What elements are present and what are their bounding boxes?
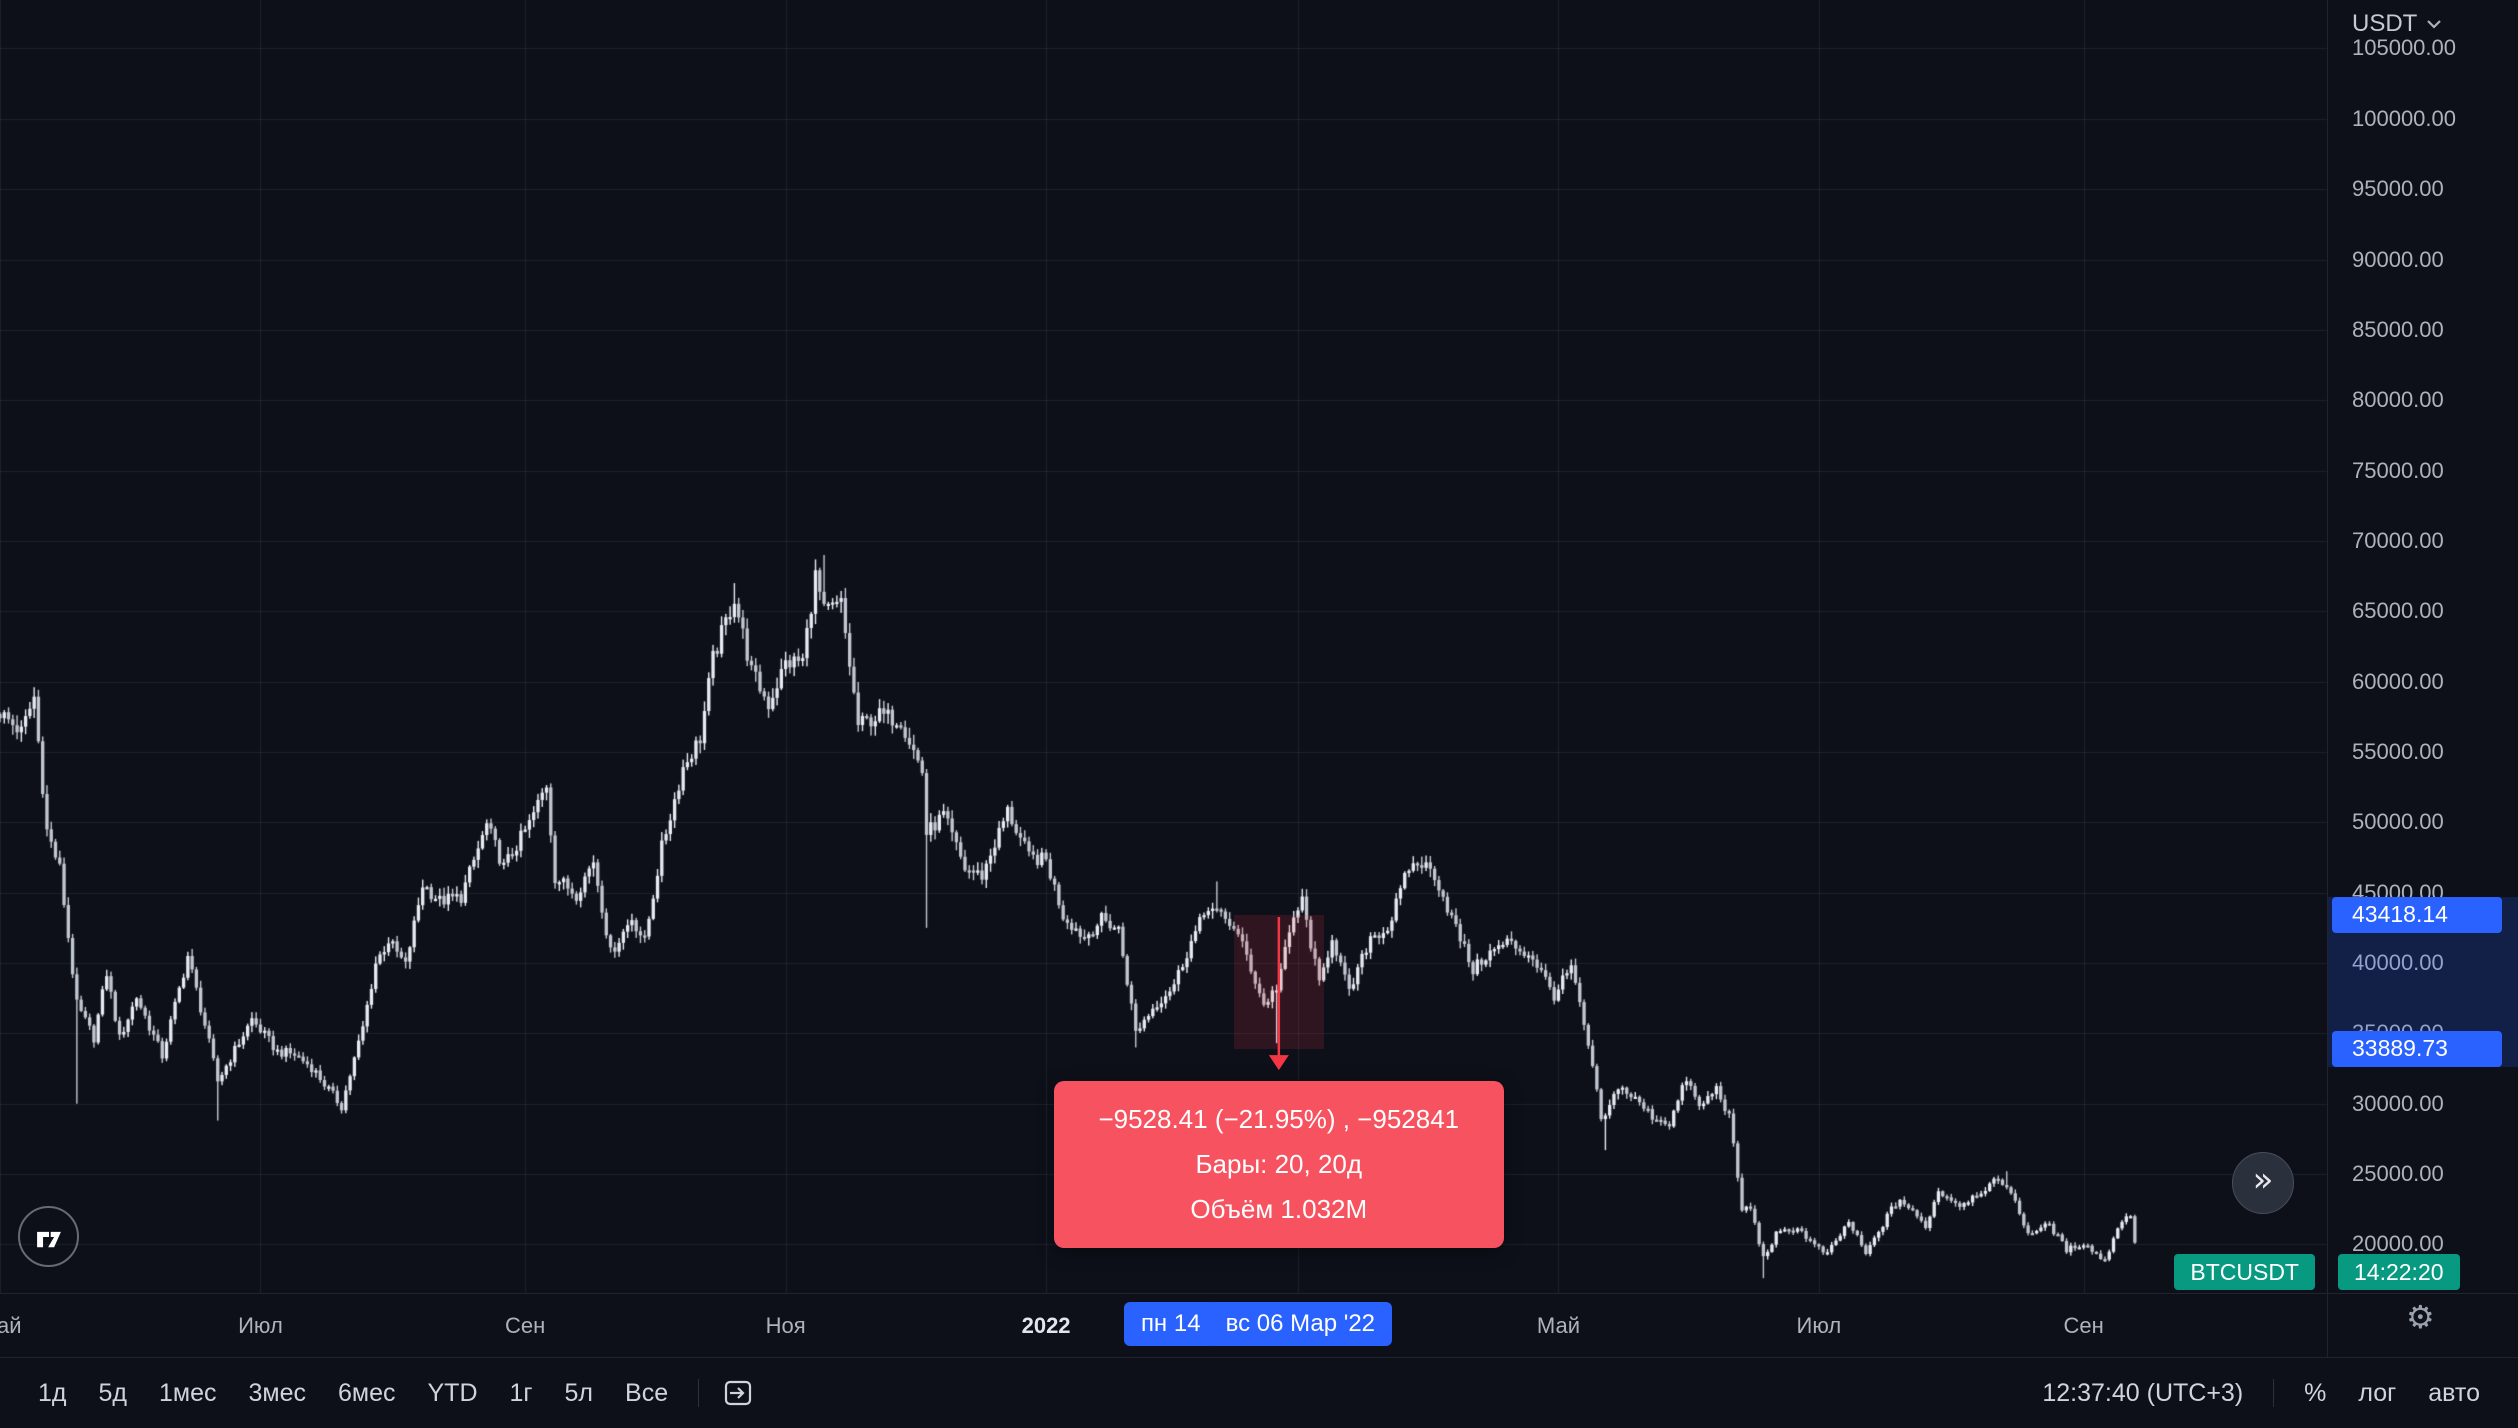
measure-to-date: вс 06 Мар '22	[1225, 1310, 1376, 1337]
time-tick-label: Июл	[238, 1313, 283, 1338]
gear-icon[interactable]: ⚙	[2406, 1298, 2435, 1336]
time-tick-label: 2022	[1021, 1313, 1071, 1338]
bar-countdown-badge: 14:22:20	[2338, 1254, 2460, 1290]
measure-date-badge-from: пн 14	[1123, 1302, 1218, 1346]
candlestick-chart[interactable]	[0, 0, 2327, 1293]
go-to-date-button[interactable]	[715, 1370, 761, 1416]
measure-down-arrow-icon	[1268, 916, 1289, 1070]
range-button-ytd[interactable]: YTD	[413, 1371, 493, 1416]
range-button-5y[interactable]: 5л	[550, 1371, 609, 1416]
measure-bars-text: Бары: 20, 20д	[1195, 1148, 1363, 1179]
time-tick-label: Сен	[2063, 1313, 2104, 1338]
chart-area[interactable]: −9528.41 (−21.95%) , −952841 Бары: 20, 2…	[0, 0, 2327, 1293]
double-chevron-right-icon: »	[2252, 1160, 2274, 1200]
time-axis[interactable]: Май Июл Сен Ноя 2022 Май Июл Сен пн 14 вс 06 Ма…	[0, 1293, 2327, 1358]
time-tick-label: Май	[0, 1313, 22, 1338]
measure-tooltip: −9528.41 (−21.95%) , −952841 Бары: 20, 2…	[1053, 1080, 1504, 1248]
price-tick-label: 25000.00	[2352, 1161, 2444, 1187]
price-tick-label: 55000.00	[2352, 738, 2444, 764]
price-axis[interactable]: USDT 105000.00 100000.00 95000.00 90000.00 8…	[2327, 0, 2518, 1293]
measure-area[interactable]	[1233, 914, 1324, 1070]
measure-price-badge-to: 33889.73	[2332, 1030, 2502, 1067]
range-button-5d[interactable]: 5д	[84, 1371, 143, 1416]
measure-from-date: пн 14	[1140, 1310, 1201, 1337]
measure-from-price: 43418.14	[2352, 901, 2448, 928]
price-tick-label: 65000.00	[2352, 598, 2444, 624]
timezone-clock-button[interactable]: 12:37:40 (UTC+3)	[2027, 1371, 2258, 1416]
chevron-down-icon	[2427, 20, 2442, 29]
price-tick-label: 85000.00	[2352, 316, 2444, 342]
symbol-badge-label: BTCUSDT	[2190, 1258, 2299, 1285]
toolbar-divider	[2273, 1379, 2275, 1407]
time-tick-label: Июл	[1796, 1313, 1842, 1338]
scale-mode-percent[interactable]: %	[2289, 1371, 2341, 1416]
tradingview-logo[interactable]	[18, 1206, 79, 1267]
price-tick-label: 75000.00	[2352, 457, 2444, 483]
price-tick-label: 90000.00	[2352, 246, 2444, 272]
price-tick-label: 105000.00	[2352, 35, 2456, 61]
measure-to-price: 33889.73	[2352, 1035, 2448, 1062]
currency-label: USDT	[2352, 10, 2418, 37]
scale-mode-log[interactable]: лог	[2343, 1371, 2411, 1416]
tradingview-logo-icon	[36, 1231, 61, 1247]
scale-mode-group: % лог авто	[2288, 1371, 2496, 1416]
range-selector-group: 1д 5д 1мес 3мес 6мес YTD 1г 5л Все	[22, 1371, 684, 1416]
symbol-badge: BTCUSDT	[2174, 1254, 2315, 1290]
countdown-value: 14:22:20	[2354, 1258, 2444, 1285]
price-tick-label: 70000.00	[2352, 527, 2444, 553]
time-tick-label: Май	[1536, 1313, 1580, 1338]
scale-mode-auto[interactable]: авто	[2413, 1371, 2495, 1416]
price-tick-label: 100000.00	[2352, 105, 2456, 131]
range-button-1m[interactable]: 1мес	[144, 1371, 232, 1416]
price-tick-label: 20000.00	[2352, 1231, 2444, 1257]
time-tick-label: Ноя	[765, 1313, 806, 1338]
bottom-toolbar: 1д 5д 1мес 3мес 6мес YTD 1г 5л Все 12:37:40 (UTC…	[0, 1357, 2518, 1428]
scroll-to-realtime-button[interactable]: »	[2232, 1152, 2294, 1214]
time-tick-label: Сен	[505, 1313, 546, 1338]
axis-corner: ⚙	[2327, 1293, 2518, 1358]
measure-price-badge-from: 43418.14	[2332, 896, 2502, 933]
price-tick-label: 60000.00	[2352, 668, 2444, 694]
price-tick-label: 80000.00	[2352, 387, 2444, 413]
go-to-date-icon	[725, 1380, 752, 1406]
toolbar-right-group: 12:37:40 (UTC+3) % лог авто	[2026, 1371, 2496, 1416]
range-button-3m[interactable]: 3мес	[234, 1371, 322, 1416]
price-tick-label: 50000.00	[2352, 809, 2444, 835]
price-tick-label: 95000.00	[2352, 176, 2444, 202]
price-tick-label: 30000.00	[2352, 1090, 2444, 1116]
price-tick-label: 40000.00	[2352, 950, 2444, 975]
range-button-all[interactable]: Все	[610, 1371, 683, 1416]
currency-selector[interactable]: USDT	[2352, 10, 2443, 38]
range-button-6m[interactable]: 6мес	[323, 1371, 411, 1416]
range-button-1d[interactable]: 1д	[23, 1371, 82, 1416]
measure-volume-text: Объём 1.032M	[1190, 1193, 1368, 1224]
toolbar-divider	[698, 1379, 700, 1407]
measure-delta-text: −9528.41 (−21.95%) , −952841	[1098, 1103, 1460, 1134]
range-button-1y[interactable]: 1г	[495, 1371, 548, 1416]
measure-date-badge-to: вс 06 Мар '22	[1208, 1302, 1393, 1346]
